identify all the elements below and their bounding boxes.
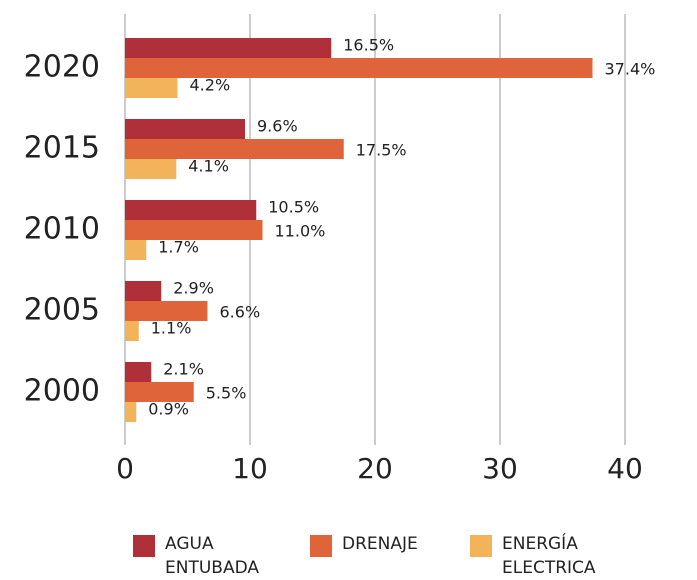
bar [125,119,245,139]
x-tick-label: 0 [116,452,134,485]
y-tick-label: 2000 [24,374,100,409]
y-tick-label: 2005 [24,293,100,328]
data-label: 1.7% [158,238,199,257]
legend-item: ENERGÍA ELECTRICA [470,534,632,580]
bar [125,78,178,98]
bar [125,402,137,422]
y-tick-label: 2015 [24,131,100,166]
bar [125,220,263,240]
data-label: 17.5% [356,141,407,160]
legend-item: DRENAJE [310,534,418,557]
bar [125,281,162,301]
x-tick-label: 10 [232,452,268,485]
bar [125,240,147,260]
data-label: 11.0% [275,222,326,241]
legend-swatch [470,535,492,557]
data-label: 4.1% [188,157,229,176]
legend-swatch [310,535,332,557]
y-tick-label: 2020 [24,50,100,85]
legend-swatch [133,535,155,557]
bar [125,159,177,179]
bar [125,382,194,402]
data-label: 5.5% [206,384,247,403]
y-tick-label: 2010 [24,212,100,247]
data-label: 2.9% [173,279,214,298]
plot: 0 10 20 30 40 2020 16.5% 37.4% 4.2% 2015 9.6% 17.5%… [24,14,656,485]
data-label: 16.5% [343,36,394,55]
legend-label: ENERGÍA ELECTRICA [502,534,596,578]
data-label: 1.1% [151,319,192,338]
bar [125,301,208,321]
data-label: 37.4% [605,60,656,79]
data-label: 6.6% [220,303,261,322]
bar [125,139,344,159]
bar [125,38,332,58]
bar [125,362,152,382]
data-label: 0.9% [148,400,189,419]
data-label: 2.1% [163,360,204,379]
data-label: 10.5% [268,198,319,217]
data-label: 4.2% [190,76,231,95]
x-tick-label: 30 [482,452,518,485]
legend-label: DRENAJE [342,534,418,554]
legend-label: AGUA ENTUBADA [165,534,259,578]
bar [125,200,257,220]
legend-item: AGUA ENTUBADA [133,534,295,580]
bar [125,321,139,341]
x-tick-label: 40 [607,452,643,485]
data-label: 9.6% [257,117,298,136]
x-tick-label: 20 [357,452,393,485]
bar [125,58,593,78]
